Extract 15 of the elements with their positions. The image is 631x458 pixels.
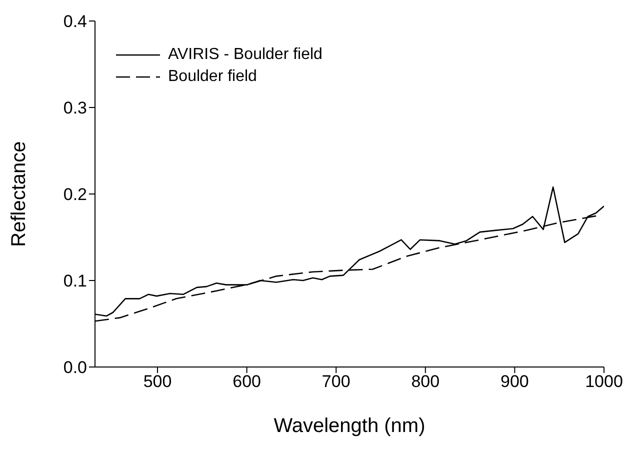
x-tick-label: 700 <box>322 372 350 392</box>
y-axis-title: Reflectance <box>8 141 30 247</box>
x-tick-label: 600 <box>232 372 261 392</box>
legend-label: AVIRIS - Boulder field <box>168 46 322 64</box>
y-tick-label: 0.0 <box>63 358 87 378</box>
legend-label: Boulder field <box>168 68 257 86</box>
x-tick-label: 900 <box>500 372 529 392</box>
x-tick-label: 800 <box>411 372 440 392</box>
y-tick-label: 0.3 <box>63 98 87 118</box>
y-tick-label: 0.1 <box>63 272 87 291</box>
x-tick-label: 1000 <box>585 372 623 392</box>
y-tick-label: 0.4 <box>63 12 87 32</box>
x-tick-label: 500 <box>143 372 172 392</box>
x-axis-title: Wavelength (nm) <box>274 415 426 437</box>
y-tick-label: 0.2 <box>63 185 87 204</box>
